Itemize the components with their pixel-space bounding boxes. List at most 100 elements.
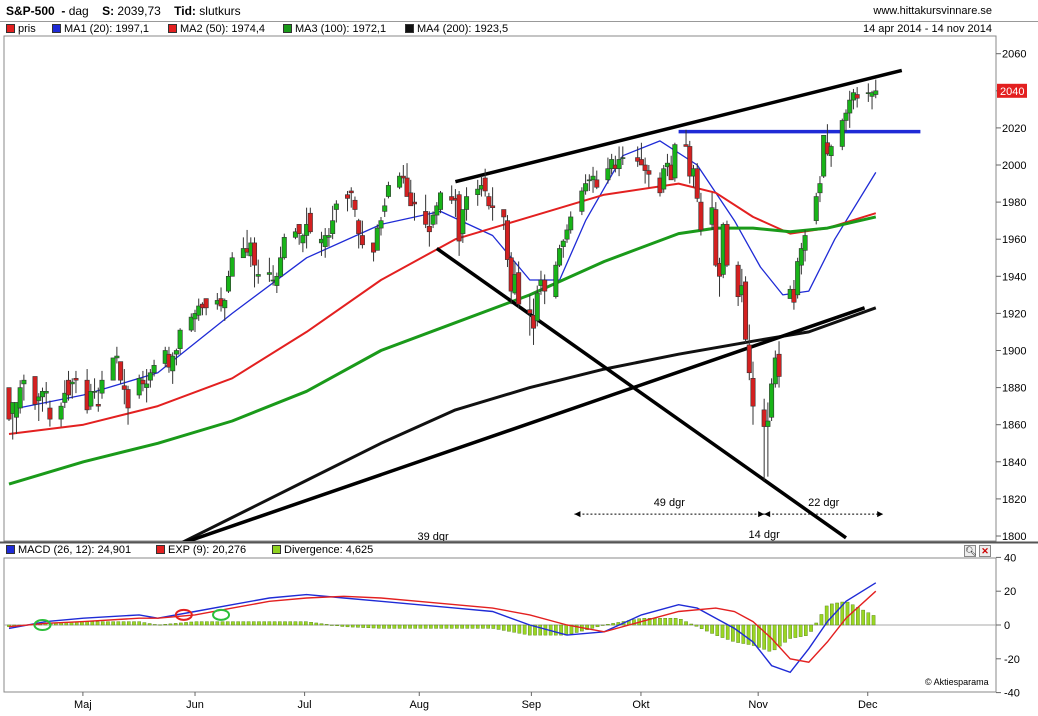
- divergence-bar: [746, 624, 751, 645]
- divergence-bar: [517, 624, 522, 634]
- candle-body: [743, 281, 749, 340]
- divergence-bar: [694, 624, 699, 627]
- x-tick-label: Aug: [409, 699, 429, 711]
- candle-body: [240, 248, 246, 259]
- divergence-bar: [819, 614, 824, 626]
- candle-body: [683, 144, 689, 147]
- divergence-bar: [559, 624, 563, 636]
- divergence-bar: [382, 624, 386, 629]
- divergence-bar: [538, 624, 543, 636]
- candle-body: [125, 389, 131, 409]
- divergence-bar: [324, 624, 329, 626]
- candle-body: [73, 378, 79, 381]
- divergence-bar: [455, 624, 459, 629]
- candle-body: [694, 168, 700, 199]
- symbol-label: S&P-500: [6, 4, 55, 18]
- candle-body: [382, 205, 388, 212]
- divergence-bar: [231, 621, 235, 626]
- divergence-bar: [121, 621, 126, 626]
- divergence-bar: [757, 624, 761, 648]
- candle-body: [579, 190, 585, 212]
- divergence-bar: [350, 624, 355, 628]
- ma-line: [8, 182, 877, 435]
- divergence-bar: [408, 624, 412, 629]
- candle-body: [605, 168, 611, 181]
- x-tick-label: Maj: [74, 699, 92, 711]
- y-tick-label: 1860: [1002, 420, 1026, 432]
- candle-body: [356, 220, 362, 234]
- divergence-bar: [153, 624, 157, 626]
- site-url[interactable]: www.hittakursvinnare.se: [873, 5, 992, 17]
- candle-body: [501, 209, 507, 218]
- candle-body: [95, 403, 101, 407]
- divergence-bar: [830, 603, 834, 626]
- divergence-bar: [699, 624, 704, 629]
- divergence-bar: [439, 624, 444, 629]
- candle-body: [769, 383, 775, 418]
- divergence-bar: [496, 624, 501, 630]
- divergence-bar: [126, 621, 131, 626]
- divergence-bar: [132, 621, 136, 626]
- candle-body: [795, 261, 801, 296]
- divergence-bar: [720, 624, 725, 638]
- divergence-bar: [179, 622, 183, 626]
- candle-body: [292, 231, 298, 238]
- divergence-bar: [606, 624, 610, 626]
- y-tick-label: 1940: [1002, 271, 1026, 283]
- divergence-bar: [413, 624, 418, 629]
- legend-swatch: [6, 545, 15, 554]
- divergence-bar: [533, 624, 537, 636]
- candle-body: [698, 201, 704, 231]
- divergence-bar: [90, 621, 95, 626]
- signal-marker: [212, 608, 231, 621]
- candle-body: [352, 199, 358, 210]
- candle-body: [798, 248, 804, 266]
- divergence-bar: [647, 618, 652, 626]
- legend-macd: MACD (26, 12): 24,901: [6, 544, 131, 556]
- arrow-head: [758, 511, 765, 518]
- legend-swatch: [283, 24, 292, 33]
- divergence-bar: [684, 621, 688, 626]
- candle-body: [438, 192, 444, 210]
- candle-body: [69, 381, 75, 385]
- legend-ma3: MA3 (100): 1972,1: [283, 23, 386, 35]
- candle-body: [177, 329, 183, 349]
- magnifier-icon[interactable]: 🔍︎: [964, 545, 977, 557]
- candle-body: [616, 159, 622, 170]
- legend-label: pris: [18, 23, 36, 35]
- candle-body: [646, 170, 652, 175]
- candle-body: [385, 185, 391, 197]
- candle-body: [638, 159, 644, 166]
- candle-body: [225, 275, 231, 292]
- candle-body: [687, 146, 693, 177]
- divergence-bar: [215, 621, 220, 626]
- divergence-bar: [397, 624, 402, 629]
- candle-body: [847, 99, 853, 114]
- candle-body: [252, 242, 258, 266]
- divergence-bar: [236, 621, 240, 626]
- macd-y-tick-label: -20: [1004, 654, 1020, 666]
- candle-body: [359, 235, 365, 246]
- divergence-bar: [600, 624, 605, 626]
- divergence-bar: [444, 624, 449, 629]
- candle-body: [542, 279, 548, 292]
- candle-body: [333, 203, 339, 210]
- legend-exp: EXP (9): 20,276: [156, 544, 246, 556]
- candle-body: [62, 392, 68, 403]
- divergence-bar: [147, 623, 152, 626]
- divergence-bar: [814, 622, 819, 626]
- candle-body: [713, 209, 719, 266]
- candle-body: [92, 391, 98, 393]
- candle-body: [140, 379, 146, 385]
- candle-body: [490, 205, 496, 208]
- close-icon[interactable]: ✕: [979, 545, 991, 557]
- divergence-bar: [298, 621, 303, 626]
- legend-label: MA4 (200): 1923,5: [417, 23, 509, 35]
- candle-body: [58, 405, 64, 420]
- legend-price: pris: [6, 23, 36, 35]
- candle-body: [196, 305, 202, 316]
- dgr-label: 14 dgr: [749, 529, 781, 541]
- candle-body: [99, 379, 105, 394]
- divergence-bar: [262, 621, 266, 626]
